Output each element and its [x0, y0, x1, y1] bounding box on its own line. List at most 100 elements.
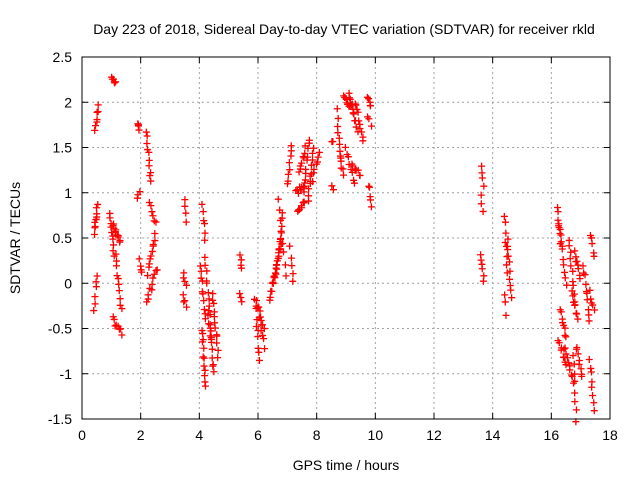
data-point	[502, 229, 510, 237]
data-point	[94, 200, 102, 208]
data-point	[286, 166, 294, 174]
data-point	[147, 252, 155, 260]
x-tick-label: 2	[137, 427, 145, 443]
data-point	[358, 128, 366, 136]
data-point	[352, 101, 360, 109]
data-point	[260, 335, 268, 343]
data-point	[145, 148, 153, 156]
data-point	[478, 162, 486, 170]
data-point	[507, 286, 515, 294]
data-point	[565, 242, 573, 250]
data-point	[201, 253, 209, 261]
data-point	[340, 171, 347, 179]
data-point	[266, 293, 274, 301]
data-point	[308, 149, 316, 157]
data-point	[149, 241, 157, 248]
data-point	[508, 294, 516, 302]
data-point	[213, 339, 221, 347]
data-point	[585, 356, 593, 364]
data-point	[201, 382, 209, 390]
x-tick-labels: 0 2 4 6 8 10 12 14 16 18	[78, 427, 618, 443]
data-point	[567, 262, 575, 270]
data-point	[506, 275, 514, 283]
data-point	[145, 162, 153, 170]
x-tick-label: 0	[78, 427, 86, 443]
data-point	[91, 293, 99, 301]
y-tick-labels: -1.5 -1 -0.5 0 0.5 1 1.5 2 2.5	[48, 49, 72, 427]
data-point	[284, 177, 292, 185]
data-point	[90, 307, 98, 315]
data-point	[576, 275, 584, 283]
data-point	[205, 307, 213, 315]
data-point	[147, 177, 155, 185]
data-point	[110, 315, 118, 323]
data-point	[563, 281, 571, 289]
data-point	[344, 153, 352, 161]
data-point	[304, 192, 312, 200]
data-point	[366, 183, 374, 191]
data-point	[566, 255, 574, 263]
data-point	[583, 296, 591, 304]
data-point	[199, 208, 207, 216]
data-point	[279, 239, 287, 247]
data-point	[590, 399, 598, 407]
data-point	[504, 246, 512, 254]
data-point	[578, 372, 586, 380]
data-point	[582, 280, 590, 288]
data-point	[180, 298, 188, 306]
data-point	[109, 235, 117, 243]
x-tick-label: 12	[426, 427, 442, 443]
data-point	[214, 346, 222, 354]
data-point	[112, 250, 120, 258]
data-point	[564, 354, 572, 362]
data-point	[356, 125, 364, 133]
data-point	[479, 277, 487, 285]
data-point	[304, 153, 312, 161]
data-point	[289, 277, 297, 285]
data-point	[236, 290, 244, 298]
data-point	[147, 202, 155, 210]
y-tick-label: 1.5	[53, 140, 73, 156]
data-point	[181, 297, 189, 305]
data-point	[255, 314, 263, 322]
data-point	[354, 166, 362, 174]
data-point	[200, 354, 208, 362]
data-point	[309, 156, 317, 164]
data-point	[477, 256, 485, 264]
data-point	[561, 274, 569, 282]
data-point	[560, 261, 568, 269]
data-point	[182, 209, 190, 217]
data-point	[94, 101, 102, 109]
data-point	[144, 291, 152, 299]
data-point	[112, 262, 120, 270]
data-points	[90, 73, 599, 426]
data-point	[590, 252, 598, 260]
data-point	[562, 333, 570, 341]
data-point	[302, 165, 310, 173]
data-point	[350, 110, 358, 118]
data-point	[501, 218, 509, 226]
data-point	[116, 295, 124, 303]
data-point	[270, 273, 278, 281]
data-point	[571, 370, 579, 378]
data-point	[112, 78, 120, 86]
data-point	[575, 360, 583, 368]
data-point	[92, 278, 100, 286]
data-point	[113, 272, 121, 280]
data-point	[367, 203, 375, 211]
data-point	[179, 274, 187, 282]
data-point	[557, 308, 565, 316]
data-point	[182, 281, 190, 289]
data-point	[273, 261, 281, 269]
data-point	[294, 189, 302, 197]
data-point	[328, 182, 336, 190]
data-point	[252, 297, 260, 305]
data-point	[315, 148, 323, 156]
data-point	[587, 364, 595, 372]
data-point	[310, 144, 318, 152]
data-point	[585, 317, 593, 325]
data-point	[556, 225, 564, 233]
data-point	[561, 324, 569, 332]
data-point	[118, 305, 126, 313]
